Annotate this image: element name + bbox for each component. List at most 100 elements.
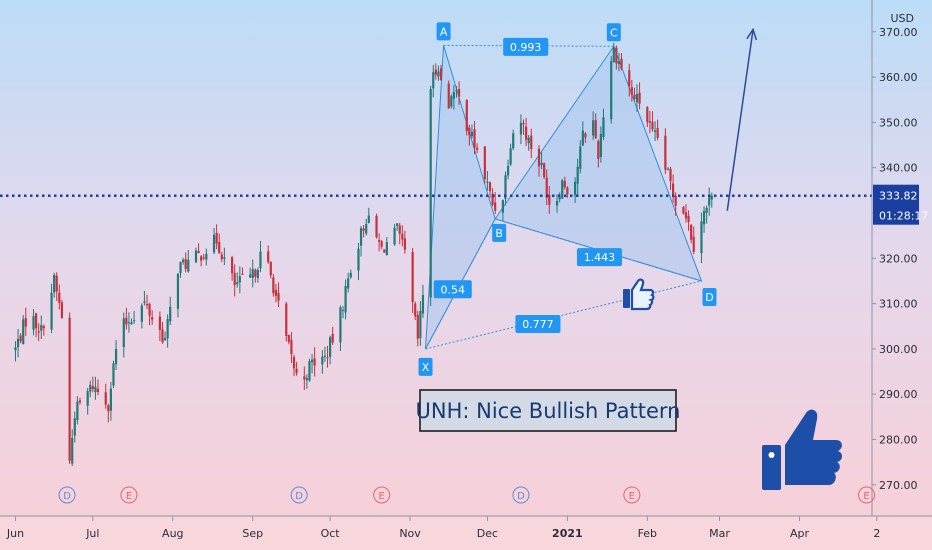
y-tick-label: 270.00	[879, 479, 918, 492]
candle-body	[114, 348, 118, 365]
event-marker-dividend-0: D	[58, 486, 76, 504]
candle-41	[161, 321, 164, 344]
candle-112	[416, 310, 419, 347]
candle-body	[50, 292, 53, 330]
candle-body	[648, 121, 651, 123]
candle-16	[71, 429, 74, 466]
candle-body	[630, 87, 633, 95]
thumb-cuff-dot	[768, 452, 775, 458]
candle-body	[638, 92, 641, 104]
candle-1	[16, 329, 20, 358]
candle-body	[215, 232, 218, 244]
candle-160	[592, 111, 595, 140]
candle-body	[594, 120, 597, 139]
candle-body	[290, 340, 293, 354]
candle-body	[615, 47, 618, 64]
candle-body	[548, 194, 551, 205]
candle-193	[708, 187, 711, 216]
event-label: D	[295, 491, 303, 502]
candle-body	[331, 334, 334, 343]
ratio-label-x-b: 0.54	[433, 280, 472, 299]
candle-body	[60, 302, 63, 318]
candle-116	[432, 64, 435, 98]
candle-113	[419, 301, 422, 346]
candle-146	[540, 152, 543, 170]
thumb-hand	[630, 278, 655, 311]
candle-97	[362, 225, 365, 238]
candle-body	[274, 289, 278, 296]
candle-body	[501, 200, 504, 213]
candle-95	[357, 242, 360, 281]
candle-body	[313, 358, 316, 366]
event-circle	[512, 486, 530, 504]
candle-156	[576, 158, 579, 195]
candle-169	[620, 53, 623, 71]
candle-150	[555, 194, 559, 213]
event-label: D	[63, 491, 71, 502]
point-label-bg	[606, 23, 621, 42]
chart-title: UNH: Nice Bullish Pattern	[415, 389, 681, 432]
candle-body	[259, 251, 262, 269]
candle-189	[692, 226, 695, 255]
candle-99	[367, 207, 370, 224]
y-tick-label: 290.00	[879, 388, 918, 401]
event-circle	[290, 486, 308, 504]
x-tick-label: Feb	[638, 527, 657, 540]
candle-body	[450, 96, 453, 107]
pattern-triangle-xab	[425, 45, 496, 350]
pattern-point-d: D	[702, 287, 717, 306]
candle-body	[579, 146, 582, 169]
candle-body	[91, 386, 94, 390]
candle-152	[561, 178, 564, 199]
candle-body	[344, 286, 347, 313]
candle-body	[494, 202, 497, 211]
candle-body	[437, 71, 440, 77]
candle-body	[321, 356, 324, 365]
candle-body	[94, 386, 97, 393]
candle-13	[58, 284, 61, 310]
event-marker-earnings-5: E	[623, 486, 641, 504]
candle-131	[486, 171, 489, 191]
candle-body	[527, 137, 530, 144]
candle-body	[78, 400, 82, 403]
candle-186	[684, 204, 688, 223]
event-label: E	[126, 491, 132, 502]
candle-192	[705, 205, 708, 224]
candle-body	[558, 197, 561, 200]
candle-body	[285, 303, 288, 337]
candle-62	[236, 272, 239, 288]
thumb-hand	[785, 409, 843, 485]
candle-body	[592, 120, 595, 136]
candle-body	[581, 130, 584, 146]
candle-115	[429, 85, 432, 307]
candle-61	[233, 264, 236, 297]
candle-body	[249, 274, 252, 278]
candle-3	[22, 314, 25, 345]
candle-65	[249, 267, 252, 278]
candle-body	[710, 195, 713, 200]
candle-111	[414, 301, 417, 321]
ratio-label-bg	[576, 248, 622, 267]
small-thumbs-up-icon	[623, 278, 655, 311]
candle-143	[527, 134, 530, 151]
candle-48	[184, 252, 187, 273]
event-marker-dividend-4: D	[512, 486, 530, 504]
candle-body	[55, 275, 58, 292]
candle-37	[145, 294, 149, 310]
y-tick-label: 320.00	[879, 252, 918, 265]
candle-body	[628, 70, 631, 87]
candle-151	[558, 192, 561, 203]
candle-84	[313, 347, 316, 377]
candle-129	[476, 143, 479, 154]
candle-body	[692, 236, 695, 252]
x-tick-label: 2021	[552, 527, 583, 540]
candle-body	[682, 207, 685, 214]
candle-72	[272, 273, 275, 297]
candle-body	[455, 90, 458, 92]
event-label: D	[517, 491, 525, 502]
candle-118	[437, 65, 440, 81]
candle-body	[597, 141, 600, 159]
candle-148	[545, 169, 548, 206]
candle-73	[274, 283, 278, 303]
candle-body	[702, 210, 706, 225]
